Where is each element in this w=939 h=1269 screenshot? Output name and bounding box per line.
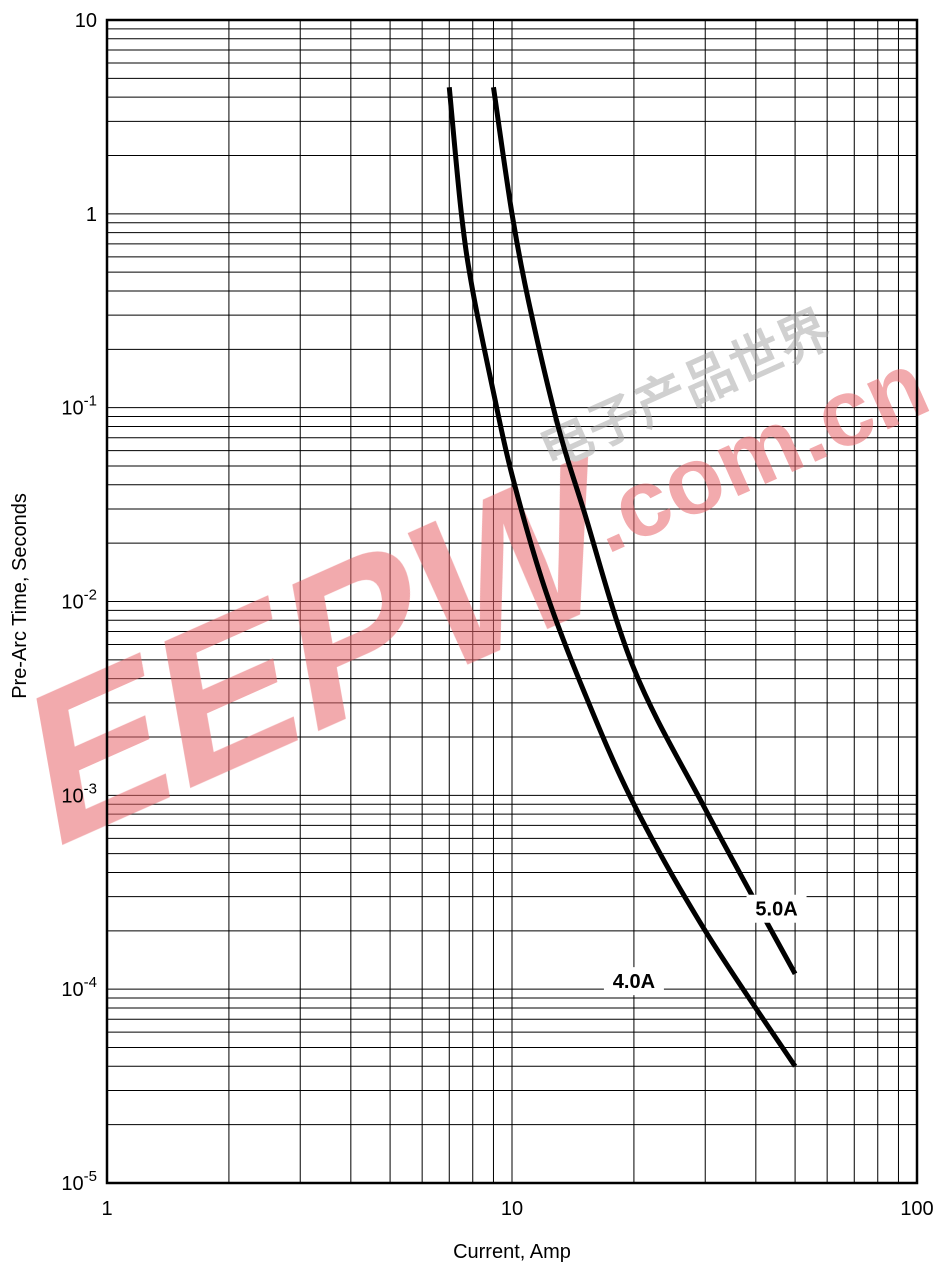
x-tick-label: 100 <box>900 1198 933 1220</box>
series-labels: 4.0A 5.0A <box>603 894 807 996</box>
y-tick-label: 10-2 <box>61 587 97 614</box>
y-tick-label: 10-3 <box>61 780 97 807</box>
series-label-bg <box>746 894 807 923</box>
grid <box>107 20 917 1183</box>
series-label-bg <box>603 967 664 996</box>
series-lines <box>446 86 798 1068</box>
x-axis-label: Current, Amp <box>453 1241 571 1263</box>
series-label: 5.0A <box>755 899 797 921</box>
y-axis-label: Pre-Arc Time, Seconds <box>9 493 31 699</box>
series-line-4.0A <box>446 86 798 1068</box>
y-tick-label: 10-4 <box>61 974 97 1001</box>
y-tick-label: 10-1 <box>61 393 97 420</box>
watermark: EEPW .com.cn 电子产品世界 <box>16 300 939 896</box>
x-tick-label: 10 <box>501 1198 523 1220</box>
y-tick-label: 10-5 <box>61 1168 97 1195</box>
tick-labels: 1 10 100 10 1 10-1 10-2 10-3 10-4 10-5 <box>61 10 933 1220</box>
series-label: 4.0A <box>613 971 655 993</box>
series-line-5.0A <box>490 86 798 976</box>
plot-frame <box>105 18 919 1185</box>
y-tick-label: 1 <box>86 204 97 226</box>
y-tick-label: 10 <box>75 10 97 32</box>
x-tick-label: 1 <box>101 1198 112 1220</box>
